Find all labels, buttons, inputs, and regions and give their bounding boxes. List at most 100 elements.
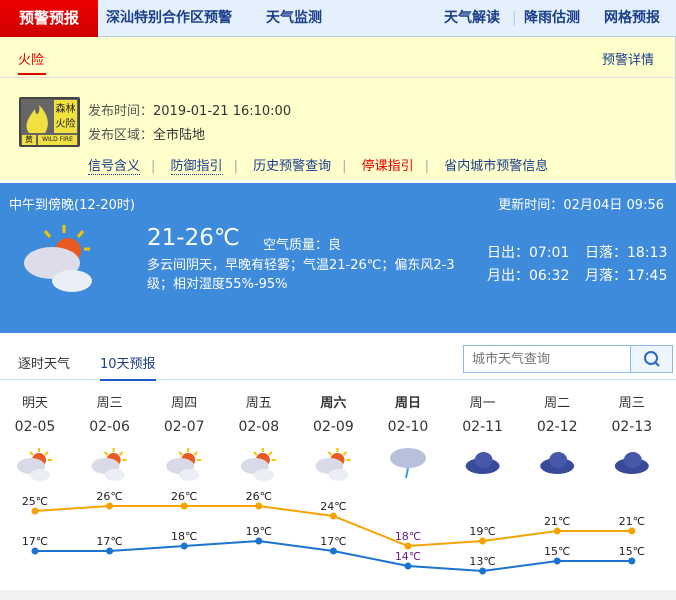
warning-links: 信号含义 | 防御指引 | 历史预警查询 | 停课指引 | 省内城市预警信息 bbox=[88, 159, 549, 175]
day-date: 02-13 bbox=[611, 419, 653, 435]
high-temp-label: 19℃ bbox=[469, 525, 495, 538]
low-temp-point bbox=[479, 567, 487, 575]
partly-cloudy-icon bbox=[20, 223, 98, 297]
high-temp-point bbox=[628, 527, 636, 535]
low-temp-label: 17℃ bbox=[320, 535, 346, 548]
low-temp-point bbox=[553, 557, 561, 565]
low-temp-point bbox=[106, 547, 114, 555]
high-temp-point bbox=[404, 542, 412, 550]
high-temp-point bbox=[329, 512, 337, 520]
rain-icon bbox=[390, 448, 426, 479]
low-temp-point bbox=[180, 542, 188, 550]
high-temp-point bbox=[180, 502, 188, 510]
day-name: 周三 bbox=[96, 396, 123, 411]
high-temp-label: 26℃ bbox=[96, 490, 122, 503]
temperature-chart: 25℃ 26℃ 26℃ 26℃ 24℃ 18℃ 19℃ 21℃ 21℃ 17℃ 17℃ 18℃ 19℃ 1… bbox=[17, 448, 649, 575]
warning-detail-link[interactable]: 预警详情 bbox=[601, 53, 654, 68]
day-name: 周日 bbox=[394, 396, 421, 411]
high-temp-point bbox=[553, 527, 561, 535]
weather-description: 多云间阴天，早晚有轻雾；气温21-26℃；偏东风2-3级；相对湿度55%-95% bbox=[147, 258, 455, 292]
high-temp-label: 26℃ bbox=[171, 490, 197, 503]
day-name: 周六 bbox=[320, 396, 347, 411]
day-name: 周三 bbox=[618, 396, 645, 411]
search-icon bbox=[644, 351, 660, 367]
partly-cloudy-icon bbox=[17, 448, 52, 481]
nav-item[interactable]: 天气解读 bbox=[444, 10, 500, 26]
overcast-icon bbox=[540, 452, 575, 474]
low-temp-point bbox=[31, 547, 39, 555]
high-temp-point bbox=[106, 502, 114, 510]
day-date: 02-07 bbox=[163, 419, 205, 435]
update-time: 更新时间：02月04日 09:56 bbox=[498, 198, 664, 213]
search-button[interactable] bbox=[630, 346, 672, 372]
high-temp-label: 25℃ bbox=[22, 495, 48, 508]
link-signal-meaning[interactable]: 信号含义 bbox=[88, 159, 141, 175]
high-temp-point bbox=[31, 507, 39, 515]
partly-cloudy-icon bbox=[315, 448, 351, 481]
low-temp-label: 19℃ bbox=[246, 525, 272, 538]
sunrise: 日出：07:01 bbox=[487, 245, 570, 261]
low-temp-label: 14℃ bbox=[395, 550, 421, 563]
high-temp-label: 24℃ bbox=[320, 500, 346, 513]
low-temp-label: 18℃ bbox=[171, 530, 197, 543]
footer-bar bbox=[0, 590, 676, 600]
high-temp-label: 18℃ bbox=[395, 530, 421, 543]
link-class-suspension[interactable]: 停课指引 bbox=[361, 159, 414, 174]
tab-fire[interactable]: 火险 bbox=[18, 49, 46, 75]
day-name: 周二 bbox=[544, 396, 571, 411]
divider: | bbox=[512, 10, 517, 26]
nav-tab-active[interactable]: 预警预报 bbox=[0, 0, 98, 37]
wildfire-warning-icon: 森林火险 黄 WILD FIRE bbox=[19, 97, 80, 147]
link-province-warnings[interactable]: 省内城市预警信息 bbox=[444, 159, 549, 174]
link-defense-guide[interactable]: 防御指引 bbox=[170, 159, 223, 175]
overcast-icon bbox=[465, 452, 500, 474]
day-date: 02-11 bbox=[462, 419, 503, 435]
day-name: 周四 bbox=[171, 396, 198, 411]
nav-item[interactable]: 网格预报 bbox=[604, 10, 660, 26]
sunset: 日落：18:13 bbox=[585, 245, 668, 261]
tab-10day[interactable]: 10天预报 bbox=[100, 351, 156, 381]
high-temp-point bbox=[479, 537, 487, 545]
nav-item[interactable]: 降雨估测 bbox=[524, 10, 580, 26]
high-temp-label: 21℃ bbox=[619, 515, 645, 528]
forecast-tabs: 逐时天气 10天预报 bbox=[0, 333, 676, 381]
current-weather: 中午到傍晚(12-20时) 更新时间：02月04日 09:56 21-26℃ 空… bbox=[0, 183, 676, 333]
day-date: 02-09 bbox=[313, 419, 354, 435]
tab-hourly[interactable]: 逐时天气 bbox=[18, 357, 71, 372]
low-temp-point bbox=[628, 557, 636, 565]
day-date: 02-06 bbox=[89, 419, 130, 435]
low-temp-label: 13℃ bbox=[469, 555, 495, 568]
issue-time: 发布时间：2019-01-21 16:10:00 bbox=[88, 104, 292, 119]
nav-item[interactable]: 天气监测 bbox=[266, 10, 322, 26]
low-temp-label: 17℃ bbox=[22, 535, 48, 548]
low-temp-label: 17℃ bbox=[96, 535, 122, 548]
day-date: 02-12 bbox=[536, 419, 578, 435]
day-date: 02-10 bbox=[387, 419, 429, 435]
low-temp-point bbox=[329, 547, 337, 555]
high-temp-label: 21℃ bbox=[544, 515, 570, 528]
day-date: 02-05 bbox=[14, 419, 56, 435]
low-temp-label: 15℃ bbox=[619, 545, 645, 558]
day-date: 02-08 bbox=[238, 419, 280, 435]
high-temp-label: 26℃ bbox=[246, 490, 272, 503]
warning-panel: 火险 预警详情 森林火险 黄 WILD FIRE 发布时间：2019-01-21… bbox=[0, 37, 676, 180]
city-search-input[interactable] bbox=[464, 346, 630, 372]
day-name: 周五 bbox=[245, 396, 272, 411]
top-nav: 预警预报 深汕特别合作区预警 天气监测 天气解读 | 降雨估测 网格预报 bbox=[0, 0, 676, 37]
low-temp-point bbox=[255, 537, 263, 545]
flame-icon bbox=[26, 105, 48, 133]
high-temp-point bbox=[255, 502, 263, 510]
partly-cloudy-icon bbox=[240, 448, 276, 481]
temp-range: 21-26℃ bbox=[147, 225, 240, 251]
badge-level: 黄 bbox=[22, 135, 36, 145]
badge-text: 森林火险 bbox=[54, 100, 77, 133]
partly-cloudy-icon bbox=[166, 448, 202, 481]
day-name: 明天 bbox=[21, 396, 48, 411]
partly-cloudy-icon bbox=[91, 448, 127, 481]
air-quality: 空气质量：良 bbox=[263, 238, 342, 253]
moonset: 月落：17:45 bbox=[585, 268, 668, 284]
link-history[interactable]: 历史预警查询 bbox=[253, 159, 332, 174]
nav-item[interactable]: 深汕特别合作区预警 bbox=[106, 10, 232, 26]
low-temp-label: 15℃ bbox=[544, 545, 570, 558]
overcast-icon bbox=[614, 452, 649, 474]
